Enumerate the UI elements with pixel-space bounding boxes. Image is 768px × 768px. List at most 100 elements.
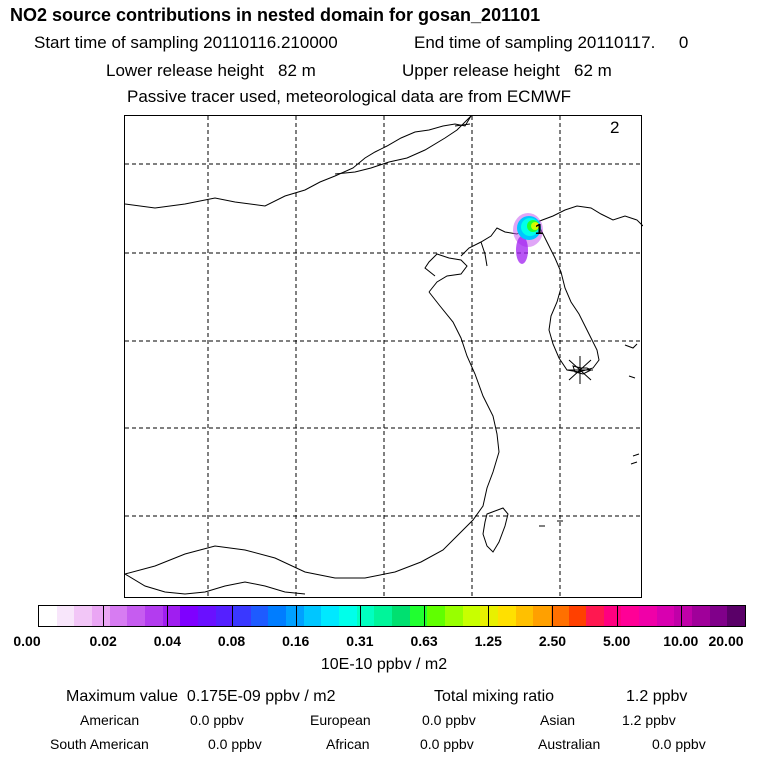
colorbar-separator (488, 606, 490, 626)
taiwan-island (482, 507, 509, 553)
colorbar-cell (74, 606, 93, 626)
colorbar-cell (162, 606, 181, 626)
region-name-australian: Australian (538, 736, 601, 752)
colorbar-cell (444, 606, 464, 626)
colorbar-separator (167, 606, 169, 626)
colorbar-cell (621, 606, 640, 626)
colorbar-cell (656, 606, 675, 626)
region-value-american: 0.0 ppbv (190, 712, 244, 728)
colorbar-cell (268, 606, 287, 626)
colorbar-tick-label: 2.50 (538, 633, 567, 649)
colorbar-tick-label: 1.25 (474, 633, 502, 649)
total-mixing-ratio-value: 1.2 ppbv (626, 688, 688, 705)
colorbar-cell (550, 606, 569, 626)
colorbar-cell (603, 606, 622, 626)
region-value-european: 0.0 ppbv (422, 712, 476, 728)
colorbar-tick-label: 0.00 (13, 633, 41, 649)
region-value-african: 0.0 ppbv (420, 736, 474, 752)
colorbar-cell (480, 606, 499, 626)
colorbar-cell (233, 606, 252, 626)
bohai-coast (424, 253, 468, 293)
colorbar-cell (462, 606, 481, 626)
colorbar-cell (709, 606, 728, 626)
start-time-label: Start time of sampling 20110116.210000 (34, 33, 338, 52)
colorbar-cell (586, 606, 605, 626)
colorbar-tick-label: 5.00 (603, 633, 631, 649)
colorbar-tick-label: 10.00 (663, 633, 699, 649)
colorbar-cell (374, 606, 393, 626)
colorbar-cell (180, 606, 199, 626)
colorbar-separator (231, 606, 233, 626)
colorbar-tick-label: 20.00 (708, 633, 744, 649)
panel-number-label: 2 (610, 118, 619, 137)
colorbar-separator (680, 606, 682, 626)
colorbar-cell (250, 606, 269, 626)
colorbar-tick-label: 0.02 (89, 633, 117, 649)
region-name-african: African (326, 736, 370, 752)
colorbar-tick-label: 0.04 (153, 633, 181, 649)
lat-lon-gridlines (125, 116, 643, 599)
colorbar-cell (215, 606, 234, 626)
korea-coast (536, 221, 600, 373)
colorbar-cell (127, 606, 146, 626)
colorbar-cell (515, 606, 534, 626)
plume-tail (516, 236, 528, 264)
colorbar-cell (321, 606, 340, 626)
end-time-label: End time of sampling 20110117. 0 (414, 33, 689, 52)
colorbar-cell (727, 606, 746, 626)
region-name-asian: Asian (540, 712, 576, 728)
colorbar-cell (497, 606, 517, 626)
colorbar-separator (295, 606, 297, 626)
colorbar-cell (392, 606, 411, 626)
colorbar-cell (39, 606, 58, 626)
region-value-australian: 0.0 ppbv (652, 736, 706, 752)
colorbar-tick-label: 0.63 (410, 633, 438, 649)
lower-release-height: Lower release height 82 m (106, 61, 316, 80)
border-inner (334, 116, 472, 175)
colorbar-cell (639, 606, 658, 626)
release-marker-label: 1 (535, 221, 543, 238)
border-southwest (125, 573, 306, 595)
coastlines-borders (125, 116, 643, 595)
colorbar-cell (144, 606, 164, 626)
colorbar-cell (409, 606, 428, 626)
colorbar-separator (552, 606, 554, 626)
colorbar-cell (91, 606, 111, 626)
map-canvas: 1 2 (125, 116, 643, 599)
colorbar-cell (303, 606, 322, 626)
colorbar-separator (103, 606, 105, 626)
max-value-label: Maximum value 0.175E-09 ppbv / m2 (66, 688, 336, 705)
no2-plume (513, 213, 543, 264)
colorbar-separator (424, 606, 426, 626)
colorbar-cell (339, 606, 358, 626)
colorbar-cell (674, 606, 693, 626)
colorbar-cell (356, 606, 375, 626)
colorbar-units: 10E-10 ppbv / m2 (320, 656, 448, 673)
colorbar (38, 605, 746, 627)
tracer-note: Passive tracer used, meteorological data… (127, 87, 572, 106)
region-name-south-american: South American (50, 736, 149, 752)
colorbar-cell (197, 606, 216, 626)
colorbar-tick-label: 0.16 (282, 633, 310, 649)
region-name-american: American (80, 712, 140, 728)
region-value-south-american: 0.0 ppbv (208, 736, 262, 752)
colorbar-cell (286, 606, 305, 626)
region-value-asian: 1.2 ppbv (622, 712, 676, 728)
map-panel: 1 2 (124, 115, 643, 599)
plume-core (535, 223, 539, 227)
colorbar-tick-label: 0.08 (217, 633, 246, 649)
colorbar-tick-label: 0.31 (346, 633, 374, 649)
colorbar-cell (533, 606, 552, 626)
chart-title: NO2 source contributions in nested domai… (10, 5, 541, 25)
region-name-european: European (310, 712, 371, 728)
colorbar-separator (616, 606, 618, 626)
upper-release-height: Upper release height 62 m (402, 61, 612, 80)
korea-china-border (460, 205, 643, 257)
colorbar-cell (568, 606, 587, 626)
colorbar-cell (692, 606, 711, 626)
coast-south (125, 291, 500, 579)
colorbar-cell (427, 606, 446, 626)
colorbar-separator (359, 606, 361, 626)
colorbar-cell (109, 606, 128, 626)
total-mixing-ratio-label: Total mixing ratio (434, 688, 555, 705)
